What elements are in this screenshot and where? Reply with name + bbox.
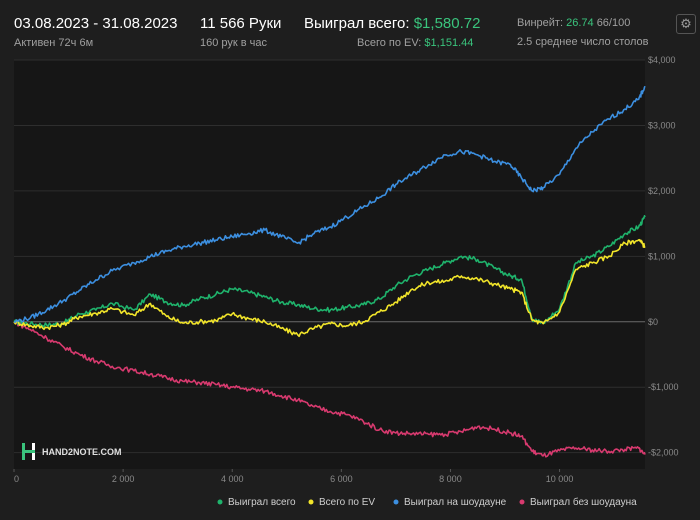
x-tick-label: 10 000 <box>546 474 574 484</box>
stats-header: 03.08.2023 - 31.08.2023 Активен 72ч 6м 1… <box>0 0 700 56</box>
hands-per-hour: 160 рук в час <box>200 37 268 49</box>
ev-total-value: $1,151.44 <box>424 37 474 49</box>
y-tick-label: $1,000 <box>648 251 676 261</box>
legend-item[interactable]: Всего по EV <box>308 497 376 508</box>
legend-label: Выиграл всего <box>228 497 296 508</box>
legend-marker <box>308 499 314 505</box>
avg-tables: 2.5 среднее число столов <box>517 36 649 48</box>
series-layer <box>13 85 646 458</box>
won-total-value: $1,580.72 <box>413 15 481 32</box>
y-tick-label: $4,000 <box>648 56 676 65</box>
y-tick-label: -$2,000 <box>648 448 679 458</box>
profit-chart: $4,000 $3,000 $2,000 $1,000 $0 -$1,000 -$2,000… <box>13 56 679 508</box>
y-tick-label: -$1,000 <box>648 382 679 392</box>
won-total: Выиграл всего: $1,580.72 <box>304 15 480 32</box>
date-range: 03.08.2023 - 31.08.2023 <box>14 15 178 32</box>
x-tick-label: 2 000 <box>112 474 135 484</box>
legend-item[interactable]: Выиграл без шоудауна <box>519 496 638 508</box>
legend-marker <box>393 499 399 505</box>
series-line <box>13 321 646 458</box>
gear-icon[interactable]: ⚙ <box>676 14 696 34</box>
legend-marker <box>519 499 525 505</box>
ev-total: Всего по EV: $1,151.44 <box>357 37 473 49</box>
grid-lines <box>13 59 645 472</box>
legend-item[interactable]: Выиграл всего <box>217 497 297 508</box>
winrate-label: Винрейт: <box>517 17 564 29</box>
series-line <box>13 215 646 328</box>
y-axis-labels: $4,000 $3,000 $2,000 $1,000 $0 -$1,000 -$2,000 <box>648 56 679 458</box>
legend-label: Выиграл на шоудауне <box>404 497 507 508</box>
chart-legend: Выиграл всего Всего по EV Выиграл на шоуда… <box>217 496 638 508</box>
hands-count: 11 566 Руки <box>200 15 282 32</box>
series-line <box>13 238 646 338</box>
winrate-unit: 66/100 <box>596 17 631 29</box>
y-tick-label: $2,000 <box>648 186 676 196</box>
logo-icon <box>22 443 35 460</box>
plot-area <box>14 60 645 469</box>
legend-label: Выиграл без шоудауна <box>530 496 637 508</box>
won-total-label: Выиграл всего: <box>304 15 410 32</box>
x-tick-label: 0 <box>14 474 19 484</box>
legend-item[interactable]: Выиграл на шоудауне <box>393 497 507 508</box>
legend-marker <box>217 499 223 505</box>
y-tick-label: $3,000 <box>648 120 676 130</box>
series-line <box>13 85 646 323</box>
ev-total-label: Всего по EV: <box>357 37 422 49</box>
active-time: Активен 72ч 6м <box>14 37 94 49</box>
winrate: Винрейт: 26.74 66/100 <box>517 17 630 29</box>
x-tick-label: 4 000 <box>221 474 244 484</box>
x-tick-label: 8 000 <box>439 474 462 484</box>
hand2note-logo: HAND2NOTE.COM <box>22 443 122 460</box>
logo-text: HAND2NOTE.COM <box>42 447 122 457</box>
x-axis-labels: 0 2 000 4 000 6 000 8 000 10 000 <box>14 474 573 484</box>
winrate-value: 26.74 <box>566 17 594 29</box>
y-tick-label: $0 <box>648 317 658 327</box>
x-tick-label: 6 000 <box>330 474 353 484</box>
legend-label: Всего по EV <box>319 497 375 508</box>
